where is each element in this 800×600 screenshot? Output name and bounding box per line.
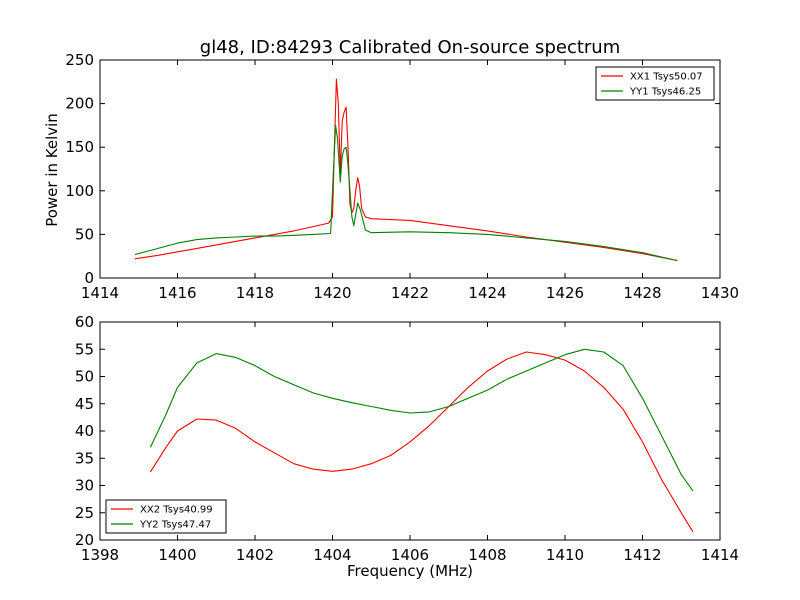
- y-tick-label: 30: [75, 477, 94, 495]
- bottom-x-axis-label: Frequency (MHz): [347, 562, 473, 580]
- legend-box: [595, 66, 715, 101]
- y-tick-label: 250: [65, 51, 94, 69]
- legend-box: [105, 499, 227, 534]
- x-tick-label: 1422: [391, 284, 429, 302]
- x-tick-label: 1400: [158, 546, 196, 564]
- bottom-panel: 1398 1400 1402 1404 1406 1408 1410 1412 1414 20 25…: [75, 313, 739, 564]
- x-tick-label: 1402: [236, 546, 274, 564]
- x-tick-label: 1398: [81, 546, 119, 564]
- y-tick-label: 50: [75, 368, 94, 386]
- series-line-bottom-0: [149, 351, 694, 533]
- legend: XX1 Tsys50.07 YY1 Tsys46.25: [595, 66, 715, 101]
- legend-label: YY2 Tsys47.47: [139, 520, 211, 531]
- x-tick-label: 1430: [701, 284, 739, 302]
- y-tick-label: 150: [65, 138, 94, 156]
- x-tick-label: 1406: [391, 546, 429, 564]
- legend: XX2 Tsys40.99 YY2 Tsys47.47: [105, 499, 227, 534]
- x-tick-label: 1404: [313, 546, 351, 564]
- x-tick-label: 1412: [623, 546, 661, 564]
- series-line-top-1: [134, 124, 678, 262]
- y-tick-label: 40: [75, 422, 94, 440]
- y-tick-label: 50: [75, 225, 94, 243]
- x-tick-label: 1408: [468, 546, 506, 564]
- y-tick-label: 0: [84, 269, 94, 287]
- y-tick-label: 20: [75, 531, 94, 549]
- y-tick-label: 45: [75, 395, 94, 413]
- top-y-axis-label: Power in Kelvin: [43, 113, 61, 227]
- x-tick-label: 1424: [468, 284, 506, 302]
- top-panel: 1414 1416 1418 1420 1422 1424 1426 1428 1430 0 50 1…: [65, 51, 739, 302]
- x-tick-label: 1410: [546, 546, 584, 564]
- x-tick-label: 1418: [236, 284, 274, 302]
- y-tick-label: 55: [75, 340, 94, 358]
- legend-label: XX1 Tsys50.07: [630, 72, 703, 83]
- x-tick-label: 1414: [81, 284, 119, 302]
- y-tick-label: 35: [75, 449, 94, 467]
- y-tick-label: 100: [65, 182, 94, 200]
- chart-title: gl48, ID:84293 Calibrated On-source spec…: [200, 37, 620, 58]
- x-tick-label: 1426: [546, 284, 584, 302]
- series-line-bottom-1: [149, 348, 694, 492]
- y-tick-label: 25: [75, 504, 94, 522]
- x-tick-label: 1414: [701, 546, 739, 564]
- legend-label: XX2 Tsys40.99: [140, 505, 213, 516]
- series-line-top-0: [134, 78, 678, 262]
- y-tick-label: 60: [75, 313, 94, 331]
- x-tick-label: 1416: [158, 284, 196, 302]
- x-tick-label: 1420: [313, 284, 351, 302]
- y-tick-label: 200: [65, 95, 94, 113]
- legend-label: YY1 Tsys46.25: [629, 87, 701, 98]
- x-tick-label: 1428: [623, 284, 661, 302]
